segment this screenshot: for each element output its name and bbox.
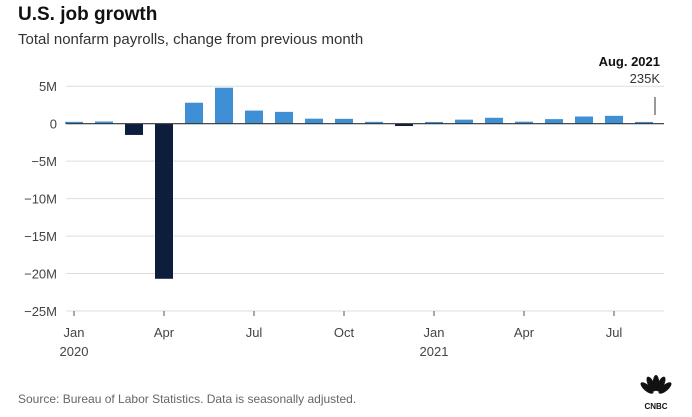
bar: [605, 115, 623, 124]
y-tick-label: 5M: [39, 79, 57, 94]
x-tick-label: Jul: [606, 325, 623, 340]
x-year-label: 2020: [60, 344, 89, 359]
bar: [485, 117, 503, 124]
y-axis: 5M 0 −5M −10M −15M −20M −25M: [24, 79, 57, 319]
y-tick-label: −15M: [24, 229, 57, 244]
x-tick-label: Oct: [334, 325, 355, 340]
bar: [575, 116, 593, 124]
bar: [515, 121, 533, 124]
bar: [215, 87, 233, 124]
y-tick-label: −20M: [24, 267, 57, 282]
x-axis: Jan 2020 Apr Jul Oct Jan 2021 Apr Jul: [60, 311, 623, 359]
logo-wordmark: CNBC: [644, 402, 667, 411]
x-tick-label: Jan: [64, 325, 85, 340]
bar: [305, 118, 323, 124]
bar: [545, 119, 563, 124]
cnbc-peacock-logo-icon: CNBC: [634, 374, 678, 412]
bar: [275, 111, 293, 124]
bars: [65, 87, 664, 279]
bar: [65, 121, 83, 124]
x-tick-label: Apr: [514, 325, 535, 340]
y-tick-label: −5M: [31, 154, 57, 169]
y-tick-label: −10M: [24, 192, 57, 207]
bar: [635, 121, 653, 124]
y-tick-label: −25M: [24, 304, 57, 319]
chart-subtitle: Total nonfarm payrolls, change from prev…: [18, 31, 364, 48]
bar: [335, 118, 353, 124]
bar: [245, 110, 263, 124]
source-note: Source: Bureau of Labor Statistics. Data…: [18, 392, 357, 406]
x-tick-label: Apr: [154, 325, 175, 340]
bar: [395, 123, 413, 127]
annotation-value: 235K: [630, 71, 661, 86]
bar: [95, 121, 113, 124]
bar: [365, 121, 383, 124]
annotation: Aug. 2021 235K: [599, 54, 661, 115]
chart-title: U.S. job growth: [18, 4, 158, 25]
x-year-label: 2021: [420, 344, 449, 359]
bar: [125, 123, 143, 135]
bar: [185, 102, 203, 124]
annotation-title: Aug. 2021: [599, 54, 660, 69]
y-tick-label: 0: [50, 117, 57, 132]
x-tick-label: Jan: [424, 325, 445, 340]
bar: [155, 123, 173, 279]
bar: [425, 121, 443, 124]
bar: [455, 119, 473, 124]
x-tick-label: Jul: [246, 325, 263, 340]
